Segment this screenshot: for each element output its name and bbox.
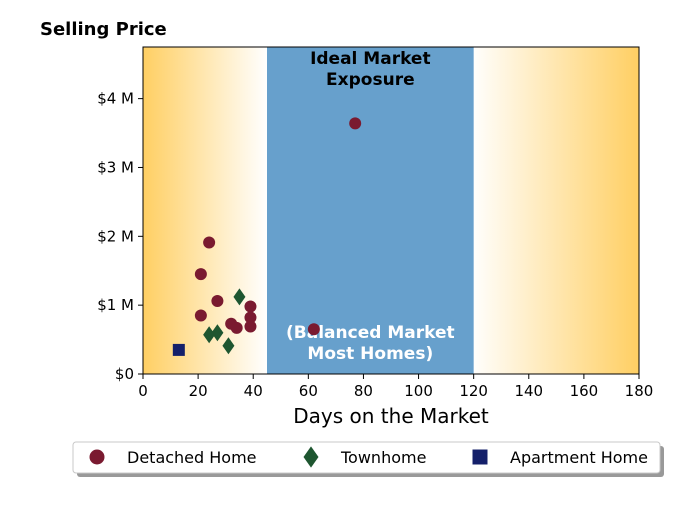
x-tick-label: 100 bbox=[404, 382, 433, 400]
x-tick-label: 60 bbox=[299, 382, 318, 400]
x-tick-label: 80 bbox=[354, 382, 373, 400]
x-axis-label: Days on the Market bbox=[293, 404, 489, 428]
y-tick-label: $3 M bbox=[97, 158, 134, 176]
x-tick-label: 40 bbox=[244, 382, 263, 400]
x-tick-label: 120 bbox=[459, 382, 488, 400]
y-tick-label: $4 M bbox=[97, 90, 134, 108]
x-tick-label: 0 bbox=[138, 382, 148, 400]
y-tick-label: $0 bbox=[115, 365, 134, 383]
townhome-point bbox=[233, 288, 246, 306]
legend-marker-detached-home bbox=[89, 449, 105, 465]
legend-label-apartment-home: Apartment Home bbox=[510, 448, 648, 467]
band-top-label-line: Exposure bbox=[326, 70, 415, 90]
detached-home-point bbox=[244, 300, 257, 313]
detached-home-point bbox=[211, 295, 224, 308]
detached-home-point bbox=[244, 311, 257, 324]
data-points-layer bbox=[172, 117, 362, 356]
band-top-label-line: Ideal Market bbox=[310, 49, 431, 69]
x-tick-label: 20 bbox=[189, 382, 208, 400]
townhome-point bbox=[203, 326, 216, 344]
detached-home-point bbox=[194, 268, 207, 281]
detached-home-point bbox=[349, 117, 362, 130]
townhome-point bbox=[211, 324, 224, 342]
apartment-home-point bbox=[172, 343, 185, 356]
detached-home-point bbox=[307, 323, 320, 336]
x-tick-label: 140 bbox=[514, 382, 543, 400]
y-tick-label: $2 M bbox=[97, 227, 134, 245]
x-tick-label: 180 bbox=[625, 382, 654, 400]
detached-home-point bbox=[203, 236, 216, 249]
band-bottom-label-line: (Balanced Market bbox=[286, 323, 455, 343]
legend-label-townhome: Townhome bbox=[340, 448, 426, 467]
x-axis-ticks: 0 20 40 60 80 100 120 140 160 180 bbox=[138, 374, 653, 400]
plot-frame bbox=[142, 46, 640, 375]
legend-box bbox=[72, 441, 661, 474]
band-bottom-label-line: Most Homes) bbox=[307, 344, 433, 364]
legend-label-detached-home: Detached Home bbox=[127, 448, 257, 467]
townhome-point bbox=[222, 337, 235, 355]
detached-home-point bbox=[244, 320, 257, 333]
legend-marker-apartment-home bbox=[472, 449, 488, 465]
y-tick-label: $1 M bbox=[97, 296, 134, 314]
detached-home-point bbox=[230, 321, 243, 334]
ideal-exposure-band bbox=[267, 47, 474, 374]
legend: Detached Home Townhome Apartment Home bbox=[72, 441, 664, 477]
x-tick-label: 160 bbox=[570, 382, 599, 400]
legend-marker-townhome bbox=[303, 446, 319, 468]
chart-title: Selling Price bbox=[40, 19, 167, 40]
detached-home-point bbox=[194, 309, 207, 322]
y-axis-ticks: $0 $1 M $2 M $3 M $4 M bbox=[97, 90, 143, 383]
